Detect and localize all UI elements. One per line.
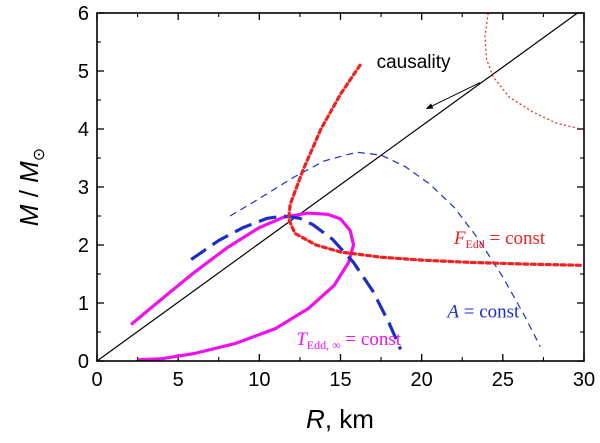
t-edd-label-sub: Edd, ∞ [307,338,341,352]
f-edd-label-rest: = const [485,228,546,249]
series-line-2 [190,214,403,351]
causality-label: causality [377,52,451,73]
series-line-1 [130,211,356,362]
y-tick-label: 0 [78,351,89,373]
causality-arrow [425,82,481,110]
series-layer [96,12,583,362]
y-axis-title-sep: / [14,183,44,205]
y-tick-label: 4 [78,119,89,141]
plot-frame [96,12,585,362]
y-tick-label: 1 [78,293,89,315]
x-tick-label: 30 [573,369,595,391]
y-tick-label: 3 [78,177,89,199]
x-tick-label: 5 [173,369,184,391]
t-edd-label-rest: = const [341,329,402,350]
t-edd-label: TEdd, ∞ = const [296,329,402,352]
y-tick-label: 5 [78,61,89,83]
series-line-3 [229,151,541,347]
t-edd-label-main: T [296,329,308,350]
y-axis-title-sub-main: M [14,161,44,183]
a-const-label-rest: = const [459,302,520,323]
x-tick-label: 10 [248,369,270,391]
x-tick-label: 20 [411,369,433,391]
x-tick-label: 15 [329,369,351,391]
f-edd-label-sub: Edd [466,237,485,251]
x-axis-title-rest: , km [325,404,374,434]
annotation-layer: causality TEdd, ∞ = const A = const FEdd… [296,52,546,352]
y-axis-title-main: M [14,204,44,226]
series-line-0 [96,12,578,362]
y-axis-title-sub-symbol: ⊙ [31,148,48,161]
f-edd-label: FEdd = const [453,228,546,251]
x-axis-title: R, km [306,404,374,434]
x-tick-label: 0 [91,369,102,391]
y-axis-title: M / M⊙ [14,148,48,226]
x-tick-label: 25 [492,369,514,391]
series-line-4 [287,63,583,267]
y-tick-label: 6 [78,3,89,25]
f-edd-label-main: F [453,228,466,249]
y-tick-label: 2 [78,235,89,257]
x-axis-title-main: R [306,404,325,434]
a-const-label-main: A [445,302,459,323]
series-line-5 [484,12,581,130]
tick-labels: 0 5 10 15 20 25 30 0 1 2 3 4 5 6 [78,3,595,391]
a-const-label: A = const [445,302,520,323]
